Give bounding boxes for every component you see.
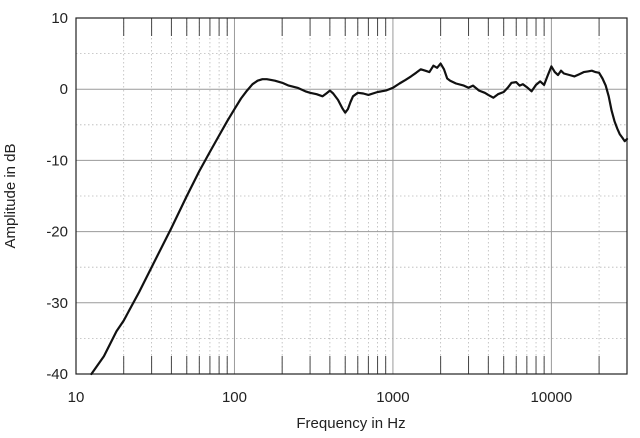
y-tick-label: 10 [51,10,68,27]
x-tick-label: 10 [68,389,85,406]
y-tick-label: -20 [46,224,68,241]
y-tick-labels: 10 0 -10 -20 -30 -40 [46,10,68,383]
major-grid [76,18,627,374]
plot-frame [75,17,628,375]
y-tick-label: -10 [46,152,68,169]
x-tick-label: 10000 [531,389,573,406]
y-tick-label: 0 [60,81,68,98]
x-axis-label: Frequency in Hz [296,415,405,432]
plot-background [76,18,627,374]
x-tick-label: 1000 [376,389,409,406]
y-axis-label: Amplitude in dB [2,143,19,248]
series-line-amplitude [90,62,629,376]
y-tick-label: -40 [46,366,68,383]
x-tick-label: 100 [222,389,247,406]
x-tick-labels: 10 100 1000 10000 [68,389,573,406]
y-tick-label: -30 [46,295,68,312]
minor-grid [76,18,628,374]
